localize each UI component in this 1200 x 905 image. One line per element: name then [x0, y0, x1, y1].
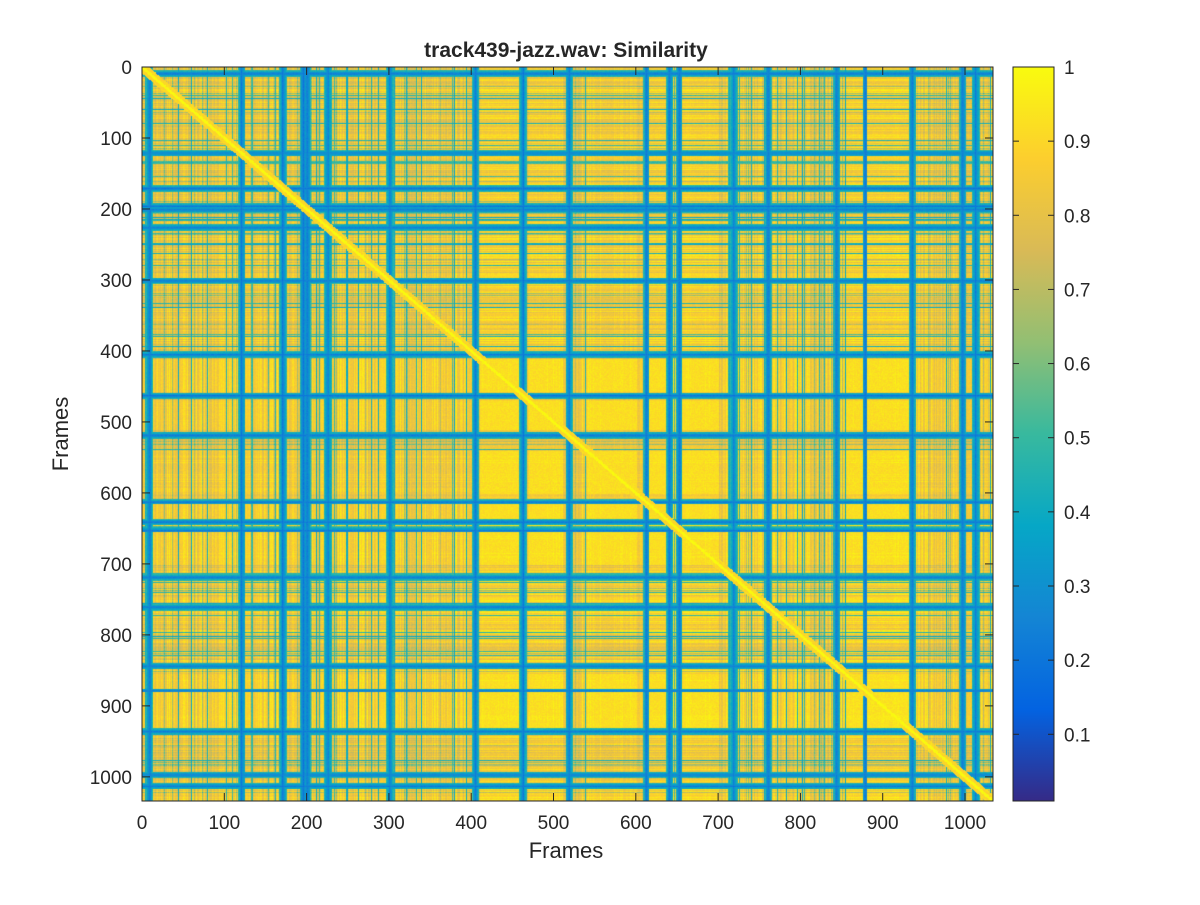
y-tick-label: 600 [100, 484, 132, 505]
y-tick-label: 200 [100, 200, 132, 221]
x-tick-label: 1000 [944, 813, 986, 834]
x-tick-label: 300 [373, 813, 405, 834]
x-tick-label: 0 [137, 813, 148, 834]
y-tick-label: 100 [100, 129, 132, 150]
y-tick-label: 500 [100, 413, 132, 434]
colorbar-tick-label: 0.5 [1064, 429, 1090, 450]
x-tick-label: 500 [538, 813, 570, 834]
x-tick-label: 100 [208, 813, 240, 834]
x-tick-label: 800 [785, 813, 817, 834]
y-axis-ticks: 0 100 200 300 400 500 600 700 800 900 1000 [90, 58, 993, 789]
y-tick-label: 1000 [90, 768, 132, 789]
x-tick-label: 700 [702, 813, 734, 834]
plot-frame [141, 66, 994, 802]
colorbar-tick-label: 1 [1064, 58, 1075, 79]
colorbar-tick-label: 0.1 [1064, 725, 1090, 746]
colorbar-tick-label: 0.7 [1064, 280, 1090, 301]
x-axis-ticks: 0 100 200 300 400 500 600 700 800 900 1000 [137, 67, 986, 834]
colorbar-frame [1012, 66, 1055, 802]
heatmap-container [142, 67, 993, 801]
colorbar-ticks: 0.1 0.2 0.3 0.4 0.5 0.6 0.7 0.8 0.9 1 [1013, 58, 1091, 746]
y-tick-label: 800 [100, 626, 132, 647]
y-tick-label: 0 [121, 58, 132, 79]
x-axis-label: Frames [529, 838, 604, 863]
x-tick-label: 600 [620, 813, 652, 834]
chart-title: track439-jazz.wav: Similarity [424, 39, 708, 62]
colorbar-tick-label: 0.8 [1064, 206, 1090, 227]
colorbar-tick-label: 0.9 [1064, 132, 1090, 153]
colorbar-tick-label: 0.4 [1064, 503, 1091, 524]
x-tick-label: 400 [455, 813, 487, 834]
x-tick-label: 900 [867, 813, 899, 834]
colorbar-tick-label: 0.3 [1064, 577, 1090, 598]
y-axis-label: Frames [48, 397, 73, 472]
similarity-heatmap [142, 67, 993, 801]
colorbar-tick-label: 0.2 [1064, 651, 1090, 672]
y-tick-label: 900 [100, 697, 132, 718]
colorbar [1013, 67, 1054, 801]
x-tick-label: 200 [291, 813, 323, 834]
y-tick-label: 700 [100, 555, 132, 576]
y-tick-label: 300 [100, 271, 132, 292]
colorbar-tick-label: 0.6 [1064, 355, 1090, 376]
y-tick-label: 400 [100, 342, 132, 363]
